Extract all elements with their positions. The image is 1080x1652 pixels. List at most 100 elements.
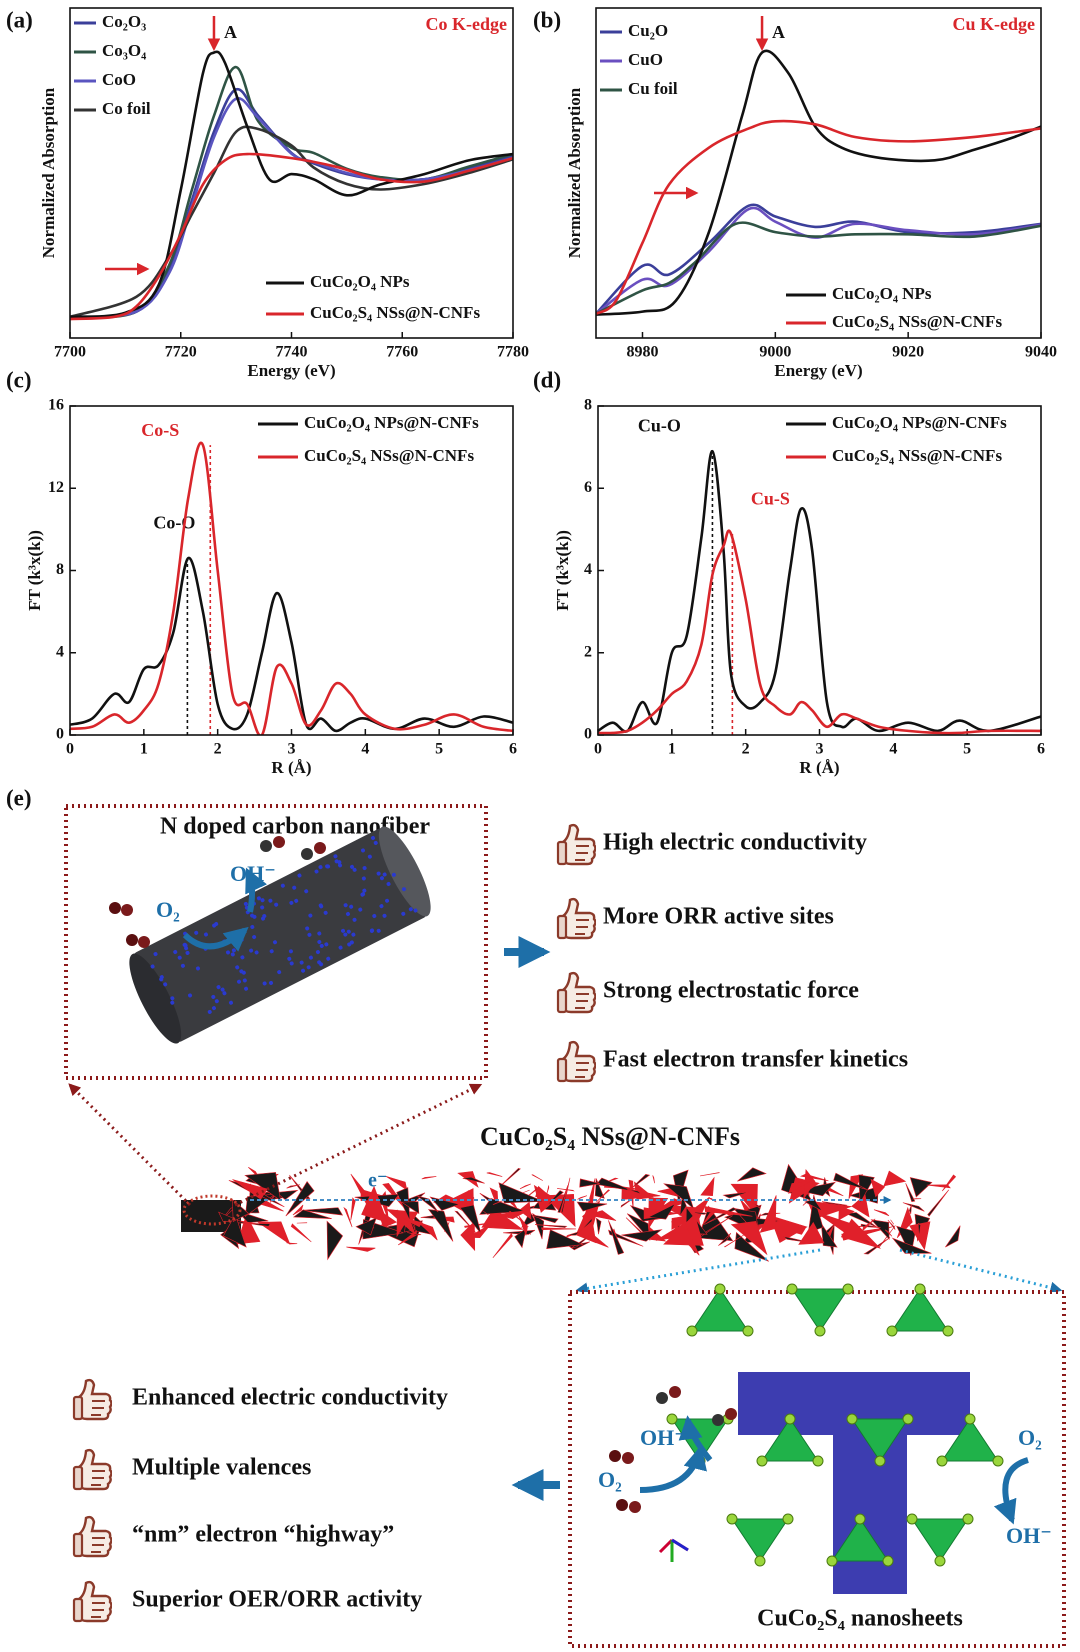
- panel-label: (a): [6, 7, 33, 32]
- y-tick-label: 2: [584, 643, 592, 660]
- molecules: [609, 1386, 737, 1513]
- shard: [909, 1221, 931, 1251]
- reaction-arrow: [245, 867, 267, 913]
- dopant: [240, 955, 245, 960]
- dopant: [269, 949, 274, 954]
- shard: [290, 1223, 312, 1243]
- shard: [595, 1217, 602, 1235]
- dopant: [150, 964, 155, 969]
- shard: [595, 1189, 611, 1203]
- shard: [674, 1221, 700, 1256]
- atom: [826, 1555, 838, 1567]
- shard: [302, 1207, 344, 1216]
- series-line: [596, 221, 1041, 315]
- shard: [396, 1209, 406, 1238]
- dopant: [292, 885, 297, 890]
- shard: [700, 1172, 720, 1177]
- shard: [927, 1189, 950, 1217]
- annotation: Co-O: [153, 512, 195, 532]
- dopant: [211, 994, 216, 999]
- x-tick-label: 1: [668, 741, 676, 758]
- shard: [494, 1209, 530, 1219]
- atom: [942, 1325, 954, 1337]
- dopant: [159, 975, 164, 980]
- dopant: [194, 930, 199, 935]
- dopant: [252, 914, 257, 919]
- dopant: [277, 970, 282, 975]
- shard: [577, 1195, 588, 1200]
- x-tick-label: 2: [742, 741, 750, 758]
- x-axis-title: R (Å): [799, 758, 839, 777]
- shard: [730, 1220, 768, 1256]
- composite-title: CuCo₂S₄ NSs@N-CNFs: [480, 1122, 740, 1151]
- shard: [286, 1242, 298, 1245]
- dopant: [287, 956, 292, 961]
- dopant: [254, 950, 259, 955]
- shard: [503, 1229, 536, 1235]
- x-tick-label: 3: [816, 741, 824, 758]
- legend-label: Cu₂O: [628, 21, 668, 40]
- tetrahedron: [941, 1418, 999, 1462]
- dopant: [185, 950, 190, 955]
- shard: [459, 1204, 482, 1234]
- y-tick-label: 4: [584, 561, 592, 578]
- shard: [804, 1198, 823, 1212]
- dopant: [299, 960, 304, 965]
- dopant: [338, 863, 343, 868]
- atom: [666, 1413, 678, 1425]
- dopant: [260, 905, 265, 910]
- x-tick-label: 9000: [759, 344, 791, 361]
- species: OH⁻: [1006, 1523, 1052, 1548]
- shard: [621, 1229, 663, 1242]
- legend-label: CuCo₂S₄ NSs@N-CNFs: [832, 446, 1002, 465]
- plot-frame: [69, 405, 514, 736]
- dopant: [345, 911, 350, 916]
- x-tick-label: 5: [963, 741, 971, 758]
- dopant: [252, 935, 257, 940]
- dopant: [207, 1009, 212, 1014]
- legend-label: Cu foil: [628, 79, 678, 98]
- plot-frame: [595, 7, 1042, 339]
- benefit: Multiple valences: [132, 1455, 311, 1481]
- dopant: [228, 1000, 233, 1005]
- chart: (b) 8980 9000 9020 9040 Energy (eV) Normalized…: [533, 7, 1057, 380]
- sheet-title: CuCo₂S₄ nanosheets: [757, 1606, 963, 1632]
- dopant: [272, 940, 277, 945]
- dopant: [379, 876, 384, 881]
- legend-label: CuCo₂S₄ NSs@N-CNFs: [304, 446, 474, 465]
- x-tick-label: 9040: [1025, 344, 1057, 361]
- tetrahedron: [731, 1518, 789, 1562]
- dopant: [343, 903, 348, 908]
- shard: [909, 1177, 933, 1198]
- dopant: [317, 960, 322, 965]
- benefit-list: Enhanced electric conductivity Multiple v…: [72, 1378, 448, 1623]
- shard: [400, 1216, 423, 1228]
- shard: [557, 1188, 575, 1192]
- dopant: [307, 932, 312, 937]
- x-axis-title: R (Å): [271, 758, 311, 777]
- shard: [576, 1201, 608, 1212]
- dopant: [385, 898, 390, 903]
- dopant: [203, 932, 208, 937]
- dopant: [297, 873, 302, 878]
- shard: [608, 1220, 625, 1255]
- shard: [346, 1246, 376, 1252]
- benefit: Strong electrostatic force: [603, 978, 859, 1004]
- atom: [906, 1513, 918, 1525]
- annotation: Cu-O: [638, 415, 681, 435]
- shard: [722, 1191, 750, 1199]
- dopant: [338, 945, 343, 950]
- shard: [326, 1220, 344, 1261]
- dopant: [337, 860, 342, 865]
- series-line: [598, 449, 1041, 733]
- dopant: [386, 881, 391, 886]
- crystal: [666, 1283, 1004, 1594]
- dopant: [306, 965, 311, 970]
- atom: [714, 1283, 726, 1295]
- species: O₂: [1018, 1425, 1042, 1450]
- chart: (d) 0 1 2 3 4 5 6 0 2 4 6 8 R (Å) FT (k³x(k)) Cu-O Cu-S C…: [533, 367, 1045, 777]
- shard: [795, 1181, 836, 1197]
- shard: [222, 1213, 247, 1248]
- dopant: [243, 901, 248, 906]
- dopant: [413, 908, 418, 913]
